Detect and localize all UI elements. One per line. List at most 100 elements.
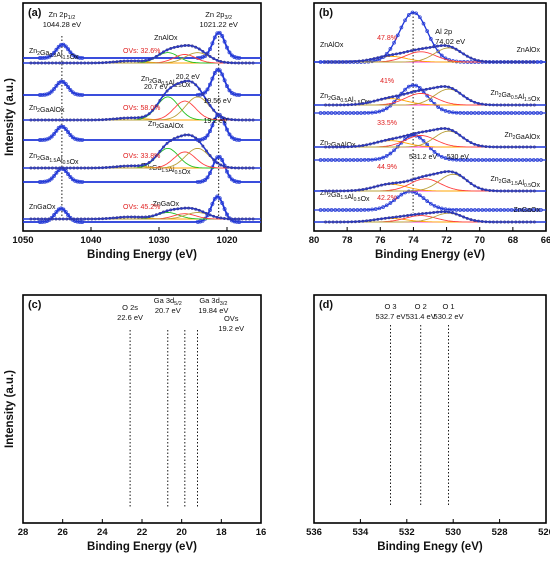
- data-point: [111, 60, 115, 64]
- data-point: [462, 136, 466, 140]
- data-point: [499, 145, 503, 149]
- header-label: O 2: [415, 302, 427, 311]
- data-point: [108, 60, 112, 64]
- data-point: [432, 172, 436, 176]
- data-point: [38, 93, 42, 97]
- data-point: [77, 179, 82, 184]
- data-point: [414, 11, 418, 16]
- data-point: [506, 220, 510, 224]
- data-point: [45, 179, 49, 184]
- data-point: [351, 158, 356, 162]
- data-point: [525, 103, 529, 107]
- data-point: [370, 157, 374, 162]
- data-point: [237, 179, 242, 184]
- data-point: [154, 213, 158, 217]
- data-point: [40, 92, 45, 97]
- data-point: [480, 158, 485, 162]
- data-point: [86, 61, 90, 65]
- data-point: [111, 117, 115, 121]
- data-point: [33, 217, 36, 221]
- data-point: [409, 49, 413, 53]
- panel-d: 536 534 532 530 528 526 Binding Enegy (eV) (d) O…: [306, 35, 550, 553]
- x-tick-label: 20: [176, 527, 187, 538]
- data-point: [402, 50, 406, 54]
- data-point: [212, 196, 217, 201]
- data-point: [42, 55, 47, 60]
- data-point: [233, 118, 237, 122]
- data-point: [322, 158, 327, 162]
- data-point: [244, 61, 248, 65]
- data-point: [503, 60, 507, 64]
- data-point: [387, 53, 391, 57]
- data-point: [198, 179, 203, 184]
- peak-note: 531.2 eV: [409, 154, 437, 161]
- data-point: [222, 78, 227, 83]
- data-point: [144, 215, 148, 219]
- data-point: [80, 220, 85, 224]
- x-axis-label: Binding Energy (eV): [375, 249, 485, 261]
- data-point: [357, 188, 361, 192]
- data-point: [424, 87, 428, 91]
- data-point: [65, 118, 69, 122]
- peak-label-value: 1021.22 eV: [200, 20, 238, 29]
- data-point: [331, 189, 335, 193]
- data-point: [361, 187, 365, 191]
- data-point: [179, 44, 183, 48]
- data-point: [357, 220, 361, 223]
- data-point: [154, 54, 158, 58]
- data-point: [232, 179, 237, 183]
- data-point: [421, 196, 426, 200]
- data-point: [380, 139, 383, 143]
- data-point: [97, 166, 101, 170]
- data-point: [383, 138, 387, 142]
- data-point: [68, 217, 72, 221]
- data-point: [402, 134, 406, 138]
- data-point: [201, 210, 205, 214]
- data-point: [136, 116, 140, 120]
- data-point: [212, 57, 216, 61]
- data-point: [488, 60, 492, 64]
- header-label-value: 22.6 eV: [117, 313, 143, 322]
- data-point: [469, 182, 473, 185]
- data-point: [90, 118, 94, 122]
- series-line: [23, 207, 261, 220]
- peak-note: 20.7 eV: [144, 84, 168, 91]
- data-point: [477, 101, 480, 105]
- data-point: [86, 166, 90, 170]
- data-point: [144, 114, 148, 118]
- data-point: [326, 111, 330, 115]
- data-point: [327, 189, 331, 193]
- data-point: [77, 55, 82, 60]
- data-point: [376, 56, 380, 60]
- data-point: [518, 103, 521, 107]
- x-tick-label: 70: [474, 235, 485, 246]
- data-point: [477, 219, 480, 223]
- data-point: [436, 127, 439, 131]
- data-point: [50, 61, 54, 65]
- panel-label: (b): [319, 7, 333, 19]
- data-point: [80, 92, 85, 97]
- data-point: [387, 95, 391, 99]
- data-point: [469, 208, 474, 212]
- data-point: [406, 50, 410, 53]
- data-point: [372, 57, 376, 61]
- data-point: [329, 111, 334, 115]
- data-point: [215, 161, 219, 165]
- data-point: [383, 54, 387, 58]
- data-point: [436, 44, 439, 48]
- data-point: [165, 89, 169, 93]
- data-point: [491, 158, 496, 162]
- data-point: [477, 59, 480, 63]
- data-point: [432, 211, 436, 214]
- data-point: [215, 58, 219, 62]
- data-point: [76, 118, 79, 122]
- data-point: [144, 59, 148, 62]
- ovs-percentage: OVs: 33.8%: [123, 153, 160, 160]
- peak-value: 74.02 eV: [435, 37, 465, 46]
- data-point: [194, 207, 198, 211]
- data-point: [443, 56, 448, 61]
- data-point: [391, 95, 395, 99]
- data-point: [42, 92, 47, 97]
- data-point: [383, 216, 387, 220]
- data-point: [377, 109, 382, 114]
